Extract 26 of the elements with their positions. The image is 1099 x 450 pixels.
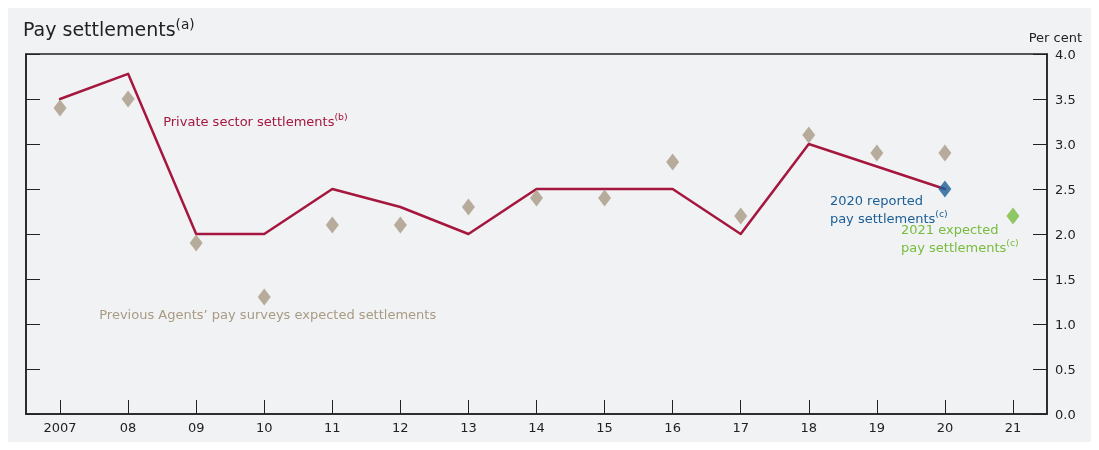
x-tick-label: 18 [800,420,818,435]
x-tick-label: 08 [119,420,137,435]
series-label: Previous Agents’ pay surveys expected settlements [99,306,437,322]
x-tick-label: 09 [187,420,205,435]
x-tick-label: 21 [1004,420,1022,435]
y-tick-label: 4.0 [1055,46,1076,62]
x-tick-label: 12 [392,420,409,435]
x-tick-label: 13 [460,420,477,435]
y-tick-label: 2.0 [1055,226,1076,242]
x-tick-label: 14 [528,420,545,435]
y-tick-label: 0.5 [1055,361,1076,377]
y-tick-label: 0.0 [1055,406,1076,422]
y-tick-label: 3.5 [1055,91,1076,107]
y-tick-label: 2.5 [1055,181,1076,197]
x-tick-label: 17 [732,420,749,435]
x-tick-label: 2007 [43,420,77,435]
x-tick-label: 19 [868,420,886,435]
y-tick-label: 3.0 [1055,136,1076,152]
y-tick-label: 1.5 [1055,271,1076,287]
x-tick-label: 20 [936,420,954,435]
x-tick-label: 10 [255,420,273,435]
x-tick-label: 16 [664,420,681,435]
y-axis-title: Per cent [1028,30,1082,45]
x-tick-label: 15 [596,420,613,435]
y-tick-label: 1.0 [1055,316,1076,332]
x-tick-label: 11 [324,420,341,435]
